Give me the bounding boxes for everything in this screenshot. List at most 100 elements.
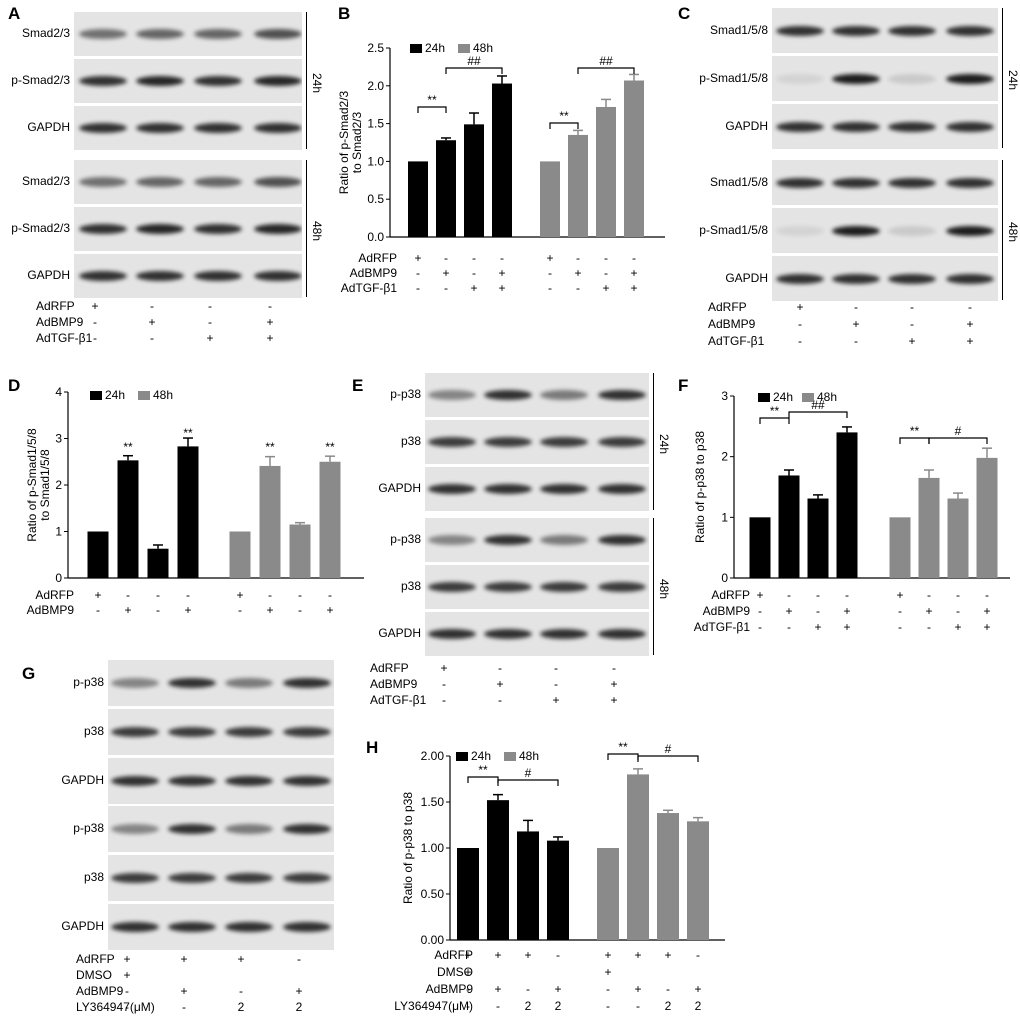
blot-strip-p-p38 bbox=[425, 518, 649, 562]
condition-sign: - bbox=[798, 334, 802, 348]
condition-label: AdRFP bbox=[36, 299, 75, 313]
blot-band bbox=[225, 776, 273, 786]
blot-band bbox=[832, 121, 880, 132]
blot-band bbox=[776, 273, 824, 284]
significance-label: ** bbox=[478, 763, 488, 777]
bar bbox=[492, 83, 512, 237]
blot-band bbox=[254, 29, 302, 39]
legend-label: 48h bbox=[519, 749, 539, 763]
blot-band bbox=[888, 177, 936, 188]
y-tick-label: 3 bbox=[721, 389, 728, 403]
blot-band bbox=[484, 535, 532, 545]
y-tick-label: 1.00 bbox=[421, 841, 445, 855]
y-tick-label: 0 bbox=[721, 571, 728, 585]
condition-sign: + bbox=[552, 693, 560, 707]
significance-label: ## bbox=[599, 54, 613, 68]
blot-row-label: p38 bbox=[83, 724, 104, 738]
condition-label: AdTGF-β1 bbox=[341, 281, 398, 295]
condition-sign: + bbox=[630, 281, 637, 295]
y-tick-label: 1.50 bbox=[421, 795, 445, 809]
legend-label: 24h bbox=[773, 390, 793, 404]
blot-band bbox=[283, 678, 331, 688]
significance-label: ** bbox=[559, 109, 569, 123]
blot-band bbox=[136, 224, 184, 234]
bar bbox=[547, 840, 569, 940]
blot-band bbox=[283, 922, 331, 932]
y-tick-label: 1 bbox=[55, 525, 62, 539]
condition-sign: + bbox=[296, 618, 303, 620]
significance-label: ## bbox=[467, 54, 481, 68]
condition-sign: + bbox=[464, 948, 471, 962]
blot-band bbox=[832, 73, 880, 84]
condition-sign: - bbox=[298, 588, 302, 602]
significance-bracket bbox=[788, 411, 848, 418]
condition-sign: + bbox=[852, 317, 860, 331]
time-label: 48h bbox=[1006, 222, 1020, 243]
condition-sign: + bbox=[94, 588, 101, 602]
condition-sign: - bbox=[758, 604, 762, 618]
blot-band bbox=[254, 271, 302, 281]
condition-sign: - bbox=[125, 984, 129, 998]
bar bbox=[289, 524, 311, 578]
blot-band bbox=[283, 727, 331, 737]
condition-sign: + bbox=[610, 677, 618, 691]
condition-sign: + bbox=[494, 948, 501, 962]
blot-band bbox=[136, 76, 184, 86]
blot-band bbox=[888, 73, 936, 84]
blot-band bbox=[598, 582, 646, 592]
blot-band bbox=[194, 123, 242, 133]
significance-label: ** bbox=[123, 440, 133, 454]
blot-band bbox=[79, 76, 127, 86]
significance-label: # bbox=[955, 424, 962, 438]
condition-sign: - bbox=[854, 300, 858, 314]
blot-row-label: p-p38 bbox=[73, 675, 104, 689]
time-bracket bbox=[653, 373, 654, 510]
bar bbox=[487, 800, 509, 940]
condition-label: AdBMP9 bbox=[76, 984, 124, 998]
condition-label: AdTGF-β1 bbox=[18, 618, 75, 620]
blot-band bbox=[283, 873, 331, 883]
bar bbox=[778, 475, 800, 578]
blot-band bbox=[194, 224, 242, 234]
blot-band bbox=[484, 629, 532, 639]
bar bbox=[976, 457, 998, 578]
condition-sign: - bbox=[268, 618, 272, 620]
time-bracket bbox=[306, 12, 307, 149]
condition-sign: + bbox=[123, 968, 131, 982]
condition-sign: + bbox=[236, 588, 243, 602]
blot-strip-p-smad1-5-8 bbox=[772, 56, 998, 101]
condition-sign: - bbox=[444, 251, 448, 265]
blot-strip-gapdh bbox=[425, 612, 649, 656]
blot-band bbox=[776, 25, 824, 36]
condition-sign: + bbox=[756, 588, 763, 602]
condition-sign: + bbox=[843, 604, 850, 618]
condition-sign: 2 bbox=[237, 1000, 245, 1014]
blot-band bbox=[540, 390, 588, 400]
blot-band bbox=[79, 29, 127, 39]
blot-band bbox=[225, 824, 273, 834]
condition-sign: + bbox=[785, 604, 792, 618]
condition-sign: + bbox=[925, 604, 932, 618]
condition-sign: - bbox=[787, 588, 791, 602]
blot-band bbox=[484, 390, 532, 400]
blot-band bbox=[111, 776, 159, 786]
time-label: 48h bbox=[657, 578, 671, 599]
blot-band bbox=[168, 824, 216, 834]
condition-sign: - bbox=[186, 588, 190, 602]
condition-sign: + bbox=[610, 693, 618, 707]
blot-band bbox=[598, 437, 646, 447]
bar bbox=[436, 140, 456, 237]
condition-sign: - bbox=[636, 999, 640, 1013]
condition-sign: + bbox=[796, 300, 804, 314]
condition-sign: - bbox=[927, 620, 931, 634]
condition-sign: - bbox=[498, 693, 502, 707]
condition-sign: + bbox=[91, 299, 99, 313]
legend-swatch bbox=[458, 44, 470, 53]
bar bbox=[918, 477, 940, 578]
bar bbox=[596, 106, 616, 237]
condition-sign: + bbox=[574, 266, 581, 280]
blot-row-label: p-p38 bbox=[73, 821, 104, 835]
y-axis-label-line: to Smad1/5/8 bbox=[38, 449, 52, 521]
significance-label: ** bbox=[427, 93, 437, 107]
panel-letter-f: F bbox=[678, 376, 689, 395]
